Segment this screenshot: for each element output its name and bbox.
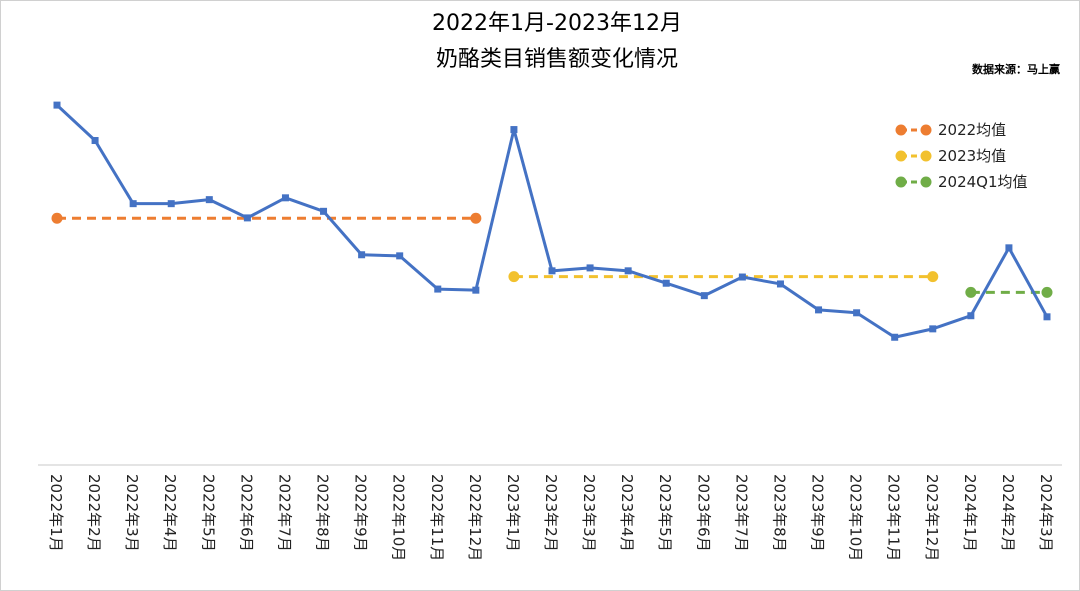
data-point-4 xyxy=(167,200,175,208)
data-point-13 xyxy=(510,126,518,134)
data-point-22 xyxy=(853,309,861,317)
x-tick-label: 2023年10月 xyxy=(847,474,865,561)
data-point-26 xyxy=(1005,244,1013,252)
legend-swatch-left-marker-1 xyxy=(895,124,907,136)
x-tick-label: 2023年3月 xyxy=(580,474,598,552)
x-tick-label: 2022年5月 xyxy=(199,474,217,552)
x-tick-label: 2022年1月 xyxy=(47,474,65,552)
x-tick-label: 2024年3月 xyxy=(1037,474,1055,552)
data-point-11 xyxy=(434,285,442,293)
data-point-5 xyxy=(205,196,213,204)
data-point-27 xyxy=(1043,313,1051,321)
data-point-14 xyxy=(548,267,556,275)
x-axis-tick-labels: 2022年1月 2022年2月 2022年3月 2022年4月 2022年5月 2022年… xyxy=(47,474,1055,561)
data-point-18 xyxy=(700,292,708,300)
x-tick-label: 2022年9月 xyxy=(352,474,370,552)
data-point-19 xyxy=(738,273,746,281)
reference-line-1-start-marker xyxy=(51,212,63,224)
x-tick-label: 2024年2月 xyxy=(999,474,1017,552)
x-tick-label: 2023年1月 xyxy=(504,474,522,552)
x-tick-label: 2023年7月 xyxy=(732,474,750,552)
data-source-note: 数据来源：马上赢 xyxy=(972,62,1060,76)
x-tick-label: 2022年7月 xyxy=(275,474,293,552)
data-point-3 xyxy=(129,200,137,208)
legend-swatch-right-marker-2 xyxy=(920,150,932,162)
x-tick-label: 2022年11月 xyxy=(428,474,446,561)
x-tick-label: 2023年5月 xyxy=(656,474,674,552)
legend-swatch-left-marker-2 xyxy=(895,150,907,162)
data-point-23 xyxy=(891,333,899,341)
data-point-12 xyxy=(472,286,480,294)
x-tick-label: 2023年11月 xyxy=(885,474,903,561)
data-point-24 xyxy=(929,325,937,333)
data-point-1 xyxy=(53,101,61,109)
data-point-16 xyxy=(624,267,632,275)
chart-title-line-1: 2022年1月-2023年12月 xyxy=(432,11,682,36)
data-point-6 xyxy=(243,214,251,222)
chart-title-line-2: 奶酪类目销售额变化情况 xyxy=(436,47,678,72)
x-tick-label: 2022年10月 xyxy=(390,474,408,561)
data-point-10 xyxy=(396,252,404,260)
data-point-7 xyxy=(281,194,289,202)
legend-label-3: 2024Q1均值 xyxy=(938,173,1028,191)
x-tick-label: 2024年1月 xyxy=(961,474,979,552)
data-point-8 xyxy=(320,207,328,215)
reference-line-3-end-marker xyxy=(1041,286,1053,298)
x-tick-label: 2023年4月 xyxy=(618,474,636,552)
reference-line-2-end-marker xyxy=(927,271,939,283)
x-tick-label: 2023年12月 xyxy=(923,474,941,561)
x-tick-label: 2022年4月 xyxy=(161,474,179,552)
legend: 2022均值 2023均值 2024Q1均值 xyxy=(895,121,1028,191)
legend-swatch-left-marker-3 xyxy=(895,176,907,188)
data-point-9 xyxy=(358,251,366,259)
x-tick-label: 2022年6月 xyxy=(237,474,255,552)
x-tick-label: 2023年2月 xyxy=(542,474,560,552)
reference-line-1-end-marker xyxy=(470,212,482,224)
legend-swatch-right-marker-3 xyxy=(920,176,932,188)
x-tick-label: 2022年8月 xyxy=(314,474,332,552)
data-point-25 xyxy=(967,312,975,320)
data-point-21 xyxy=(815,306,823,314)
legend-label-2: 2023均值 xyxy=(938,147,1006,165)
legend-swatch-right-marker-1 xyxy=(920,124,932,136)
x-tick-label: 2023年8月 xyxy=(770,474,788,552)
data-point-17 xyxy=(662,279,670,287)
x-tick-label: 2022年12月 xyxy=(466,474,484,561)
x-tick-label: 2023年6月 xyxy=(694,474,712,552)
x-tick-label: 2023年9月 xyxy=(809,474,827,552)
x-tick-label: 2022年2月 xyxy=(85,474,103,552)
reference-line-3-start-marker xyxy=(965,286,977,298)
data-point-2 xyxy=(91,137,99,145)
plot-area xyxy=(38,101,1062,466)
legend-label-1: 2022均值 xyxy=(938,121,1006,139)
x-tick-label: 2022年3月 xyxy=(123,474,141,552)
reference-line-2-start-marker xyxy=(508,271,520,283)
data-point-15 xyxy=(586,264,594,272)
data-point-20 xyxy=(776,280,784,288)
